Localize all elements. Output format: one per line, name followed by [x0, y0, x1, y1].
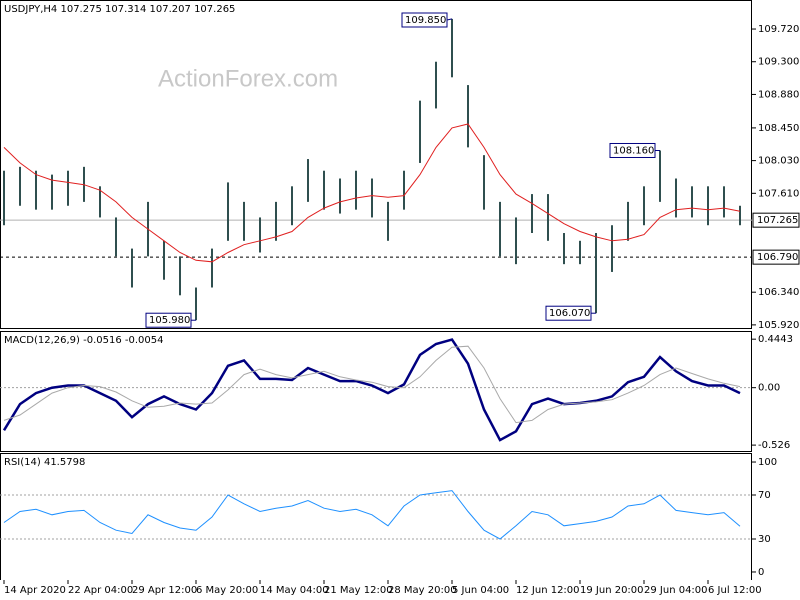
price-line-label: 106.790 [757, 252, 798, 263]
y-tick-label: 105.920 [758, 320, 799, 331]
indicator-line [3, 345, 741, 424]
x-tick-label: 19 Jun 20:00 [580, 585, 644, 596]
annotation-label: 109.850 [405, 15, 446, 26]
x-tick-label: 6 May 20:00 [196, 585, 258, 596]
y-tick-label: -0.526 [758, 440, 790, 451]
x-tick-label: 14 May 04:00 [260, 585, 329, 596]
x-tick-label: 29 Jun 04:00 [644, 585, 708, 596]
price-line-box [752, 249, 800, 265]
annotation-label: 106.070 [549, 308, 590, 319]
y-tick-label: 108.030 [758, 156, 799, 167]
y-tick-label: 0.00 [758, 383, 780, 394]
x-tick-label: 28 May 20:00 [388, 585, 457, 596]
annotation-label: 108.160 [613, 145, 654, 156]
indicator-line [3, 490, 741, 540]
y-tick-label: 0.4443 [758, 334, 793, 345]
x-tick-label: 29 Apr 12:00 [132, 585, 197, 596]
price-line-box [752, 212, 800, 228]
y-tick-label: 109.720 [758, 24, 799, 35]
y-tick-label: 100 [758, 457, 777, 468]
x-tick-label: 14 Apr 2020 [4, 585, 66, 596]
annotation-leader [446, 18, 453, 21]
panel-title: USDJPY,H4 107.275 107.314 107.207 107.26… [4, 4, 235, 15]
y-tick-label: 0 [758, 567, 764, 578]
y-tick-label: 30 [758, 534, 771, 545]
watermark: ActionForex.com [158, 65, 338, 92]
x-tick-label: 22 Apr 04:00 [68, 585, 133, 596]
panel-frame [0, 331, 752, 452]
x-axis-strip [0, 580, 752, 600]
y-tick-label: 108.880 [758, 89, 799, 100]
indicator-line [3, 123, 741, 263]
y-tick-label: 109.300 [758, 57, 799, 68]
x-tick-label: 5 Jun 04:00 [452, 585, 509, 596]
x-tick-label: 21 May 12:00 [324, 585, 393, 596]
panel-title: MACD(12,26,9) -0.0516 -0.0054 [4, 335, 164, 346]
y-tick-label: 108.450 [758, 123, 799, 134]
x-tick-label: 6 Jul 12:00 [708, 585, 762, 596]
panel-title: RSI(14) 41.5798 [4, 457, 85, 468]
price-line-label: 107.265 [757, 215, 798, 226]
y-tick-label: 70 [758, 490, 771, 501]
annotation-label: 105.980 [149, 315, 190, 326]
indicator-line [2, 338, 741, 442]
y-tick-label: 107.610 [758, 188, 799, 199]
panel-frame [0, 0, 752, 329]
x-tick-label: 12 Jun 12:00 [516, 585, 580, 596]
y-tick-label: 106.340 [758, 287, 799, 298]
